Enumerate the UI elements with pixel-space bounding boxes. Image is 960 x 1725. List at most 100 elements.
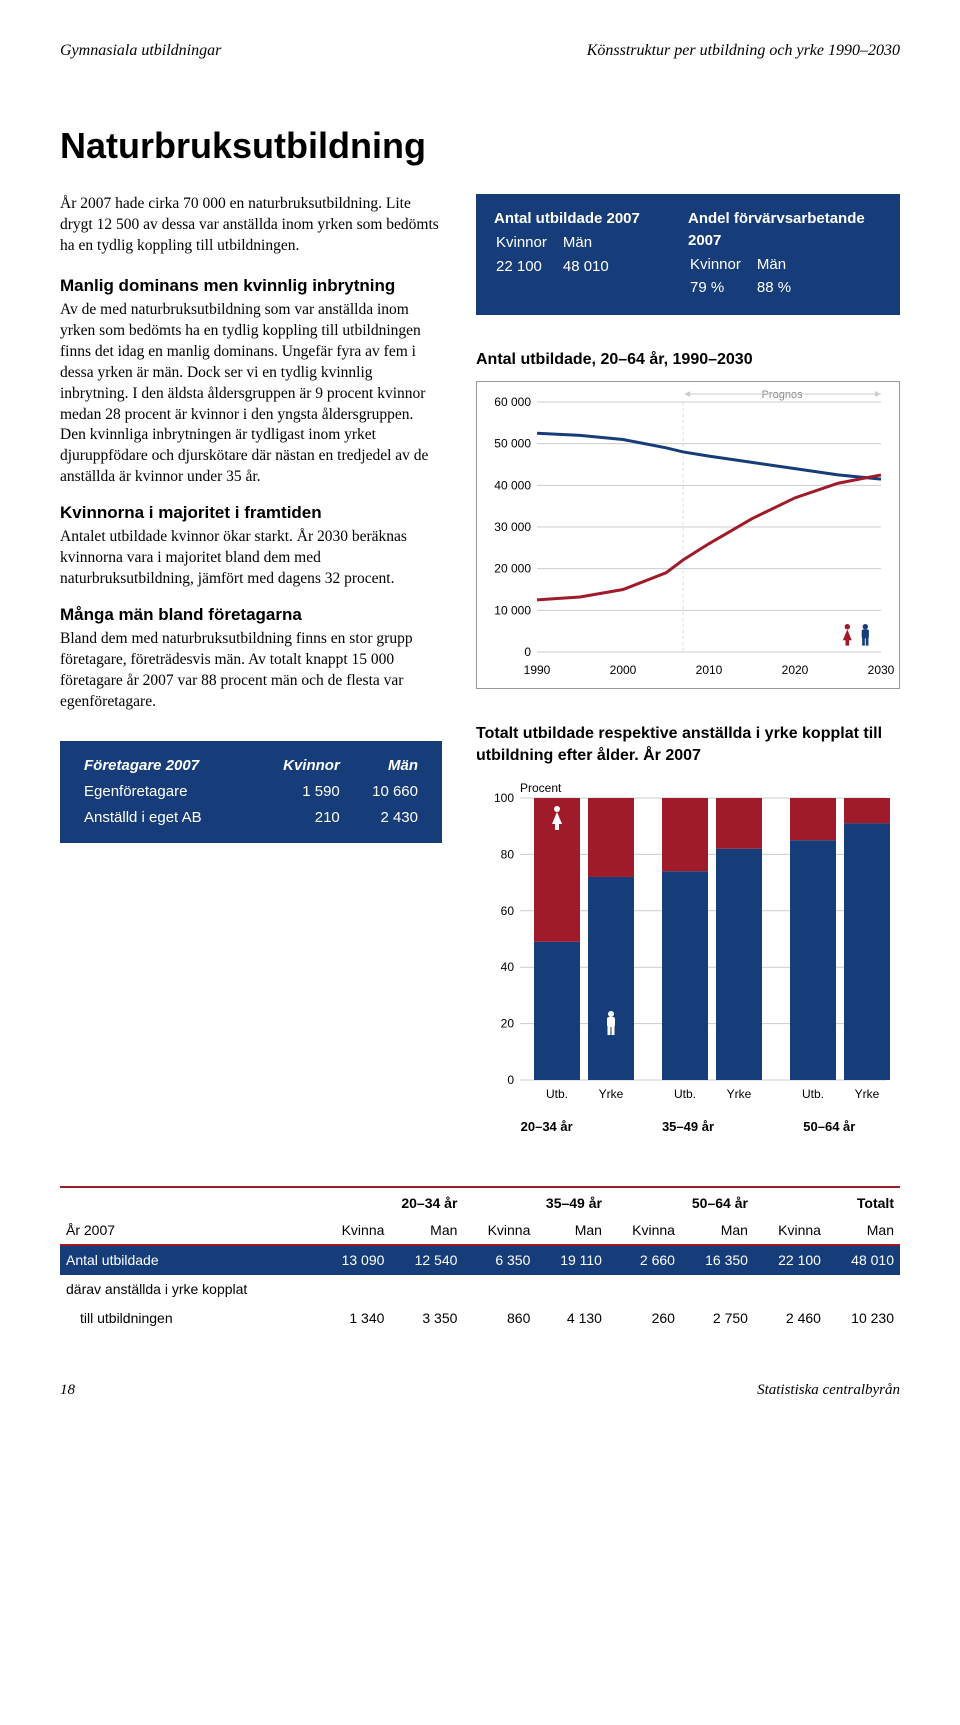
cell: 4 130	[536, 1304, 608, 1333]
page-title: Naturbruksutbildning	[60, 122, 900, 171]
row0-man: 10 660	[346, 779, 424, 805]
table-row: Anställd i eget AB 210 2 430	[78, 805, 424, 831]
stats-box: Antal utbildade 2007 Kvinnor Män 22 100 …	[476, 194, 900, 315]
svg-text:30 000: 30 000	[494, 520, 531, 534]
sub-man-0: Man	[390, 1217, 463, 1245]
stats-man-label2: Män	[757, 254, 805, 276]
svg-text:Yrke: Yrke	[727, 1087, 752, 1101]
svg-text:Utb.: Utb.	[674, 1087, 696, 1101]
left-column: År 2007 hade cirka 70 000 en naturbruksu…	[60, 194, 442, 1136]
svg-text:Prognos: Prognos	[762, 389, 803, 401]
cell: 2 660	[608, 1245, 681, 1275]
svg-text:0: 0	[507, 1073, 514, 1087]
entrepreneurs-title: Företagare 2007	[78, 753, 253, 779]
cell: 3 350	[390, 1304, 463, 1333]
right-column: Antal utbildade 2007 Kvinnor Män 22 100 …	[476, 194, 900, 1136]
cell: 260	[608, 1304, 681, 1333]
bottom-table: 20–34 år 35–49 år 50–64 år Totalt År 200…	[60, 1190, 900, 1332]
entrepreneurs-col-kvinnor: Kvinnor	[253, 753, 346, 779]
row1-label: Anställd i eget AB	[78, 805, 253, 831]
cell	[754, 1275, 827, 1304]
svg-text:20: 20	[501, 1017, 515, 1031]
cell: 16 350	[681, 1245, 754, 1275]
sub-kvinna-1: Kvinna	[463, 1217, 536, 1245]
entrepreneurs-box: Företagare 2007 Kvinnor Män Egenföretaga…	[60, 741, 442, 844]
svg-text:Utb.: Utb.	[546, 1087, 568, 1101]
cell: 6 350	[463, 1245, 536, 1275]
chart2-title: Totalt utbildade respektive anställda i …	[476, 723, 900, 766]
svg-text:80: 80	[501, 848, 515, 862]
svg-text:Utb.: Utb.	[802, 1087, 824, 1101]
agegroup-3: Totalt	[754, 1190, 900, 1217]
sub-man-1: Man	[536, 1217, 608, 1245]
footer: 18 Statistiska centralbyrån	[60, 1380, 900, 1400]
svg-text:0: 0	[524, 645, 531, 659]
cell	[608, 1275, 681, 1304]
sub-man-3: Man	[827, 1217, 900, 1245]
section3-body: Bland dem med naturbruksutbildning finns…	[60, 629, 442, 713]
row0-label: Egenföretagare	[78, 779, 253, 805]
section1-heading: Manlig dominans men kvinnlig inbrytning	[60, 275, 442, 298]
row-label: Antal utbildade	[60, 1245, 317, 1275]
svg-text:2030: 2030	[868, 663, 895, 677]
sub-man-2: Man	[681, 1217, 754, 1245]
cell: 2 460	[754, 1304, 827, 1333]
table-row: till utbildningen1 3403 3508604 1302602 …	[60, 1304, 900, 1333]
stats-left-man: 48 010	[563, 256, 623, 278]
svg-text:1990: 1990	[524, 663, 551, 677]
svg-text:60: 60	[501, 904, 515, 918]
svg-text:40: 40	[501, 960, 515, 974]
chart2-age-label: 50–64 år	[759, 1118, 900, 1136]
svg-text:20 000: 20 000	[494, 561, 531, 575]
cell: 12 540	[390, 1245, 463, 1275]
svg-text:40 000: 40 000	[494, 478, 531, 492]
svg-text:10 000: 10 000	[494, 603, 531, 617]
cell: 860	[463, 1304, 536, 1333]
stats-right-kvinnor: 79 %	[690, 277, 755, 299]
section2-heading: Kvinnorna i majoritet i framtiden	[60, 502, 442, 525]
sub-kvinna-0: Kvinna	[317, 1217, 390, 1245]
sub-kvinna-2: Kvinna	[608, 1217, 681, 1245]
cell: 19 110	[536, 1245, 608, 1275]
chart2-age-label: 35–49 år	[617, 1118, 758, 1136]
cell	[463, 1275, 536, 1304]
svg-text:50 000: 50 000	[494, 436, 531, 450]
svg-text:2010: 2010	[696, 663, 723, 677]
footer-source: Statistiska centralbyrån	[757, 1380, 900, 1400]
section1-body: Av de med naturbruksutbildning som var a…	[60, 300, 442, 488]
cell	[681, 1275, 754, 1304]
stats-kvinnor-label2: Kvinnor	[690, 254, 755, 276]
svg-text:2000: 2000	[610, 663, 637, 677]
cell	[317, 1275, 390, 1304]
page-number: 18	[60, 1380, 75, 1400]
chart2: Procent020406080100 Utb. YrkeUtb.YrkeUtb…	[476, 776, 900, 1136]
cell: 13 090	[317, 1245, 390, 1275]
stats-right-man: 88 %	[757, 277, 805, 299]
row-label: därav anställda i yrke kopplat	[60, 1275, 317, 1304]
cell: 10 230	[827, 1304, 900, 1333]
sub-kvinna-3: Kvinna	[754, 1217, 827, 1245]
svg-text:100: 100	[494, 791, 514, 805]
table-row: Antal utbildade13 09012 5406 35019 1102 …	[60, 1245, 900, 1275]
cell	[390, 1275, 463, 1304]
cell	[536, 1275, 608, 1304]
chart2-x-labels: 20–34 år35–49 år50–64 år	[476, 1118, 900, 1136]
chart1: 0 10 000 20 000 30 000 40 000 50 000 60 000 199…	[476, 381, 900, 689]
header-right: Könsstruktur per utbildning och yrke 199…	[587, 40, 900, 62]
chart1-title: Antal utbildade, 20–64 år, 1990–2030	[476, 349, 900, 371]
svg-text:Yrke: Yrke	[855, 1087, 880, 1101]
page-header: Gymnasiala utbildningar Könsstruktur per…	[60, 40, 900, 62]
stats-kvinnor-label: Kvinnor	[496, 232, 561, 254]
bar-chart-svg: Procent020406080100 Utb. YrkeUtb.YrkeUtb…	[476, 776, 896, 1106]
stats-left-title: Antal utbildade 2007	[494, 208, 688, 230]
divider	[60, 1186, 900, 1188]
stats-right-title: Andel förvärvs­arbetande 2007	[688, 208, 882, 252]
cell: 1 340	[317, 1304, 390, 1333]
agegroup-1: 35–49 år	[463, 1190, 608, 1217]
svg-text:60 000: 60 000	[494, 395, 531, 409]
header-left: Gymnasiala utbildningar	[60, 40, 221, 62]
year-label: År 2007	[60, 1217, 317, 1245]
row1-man: 2 430	[346, 805, 424, 831]
line-chart-svg: 0 10 000 20 000 30 000 40 000 50 000 60 000 199…	[477, 382, 897, 682]
cell: 2 750	[681, 1304, 754, 1333]
